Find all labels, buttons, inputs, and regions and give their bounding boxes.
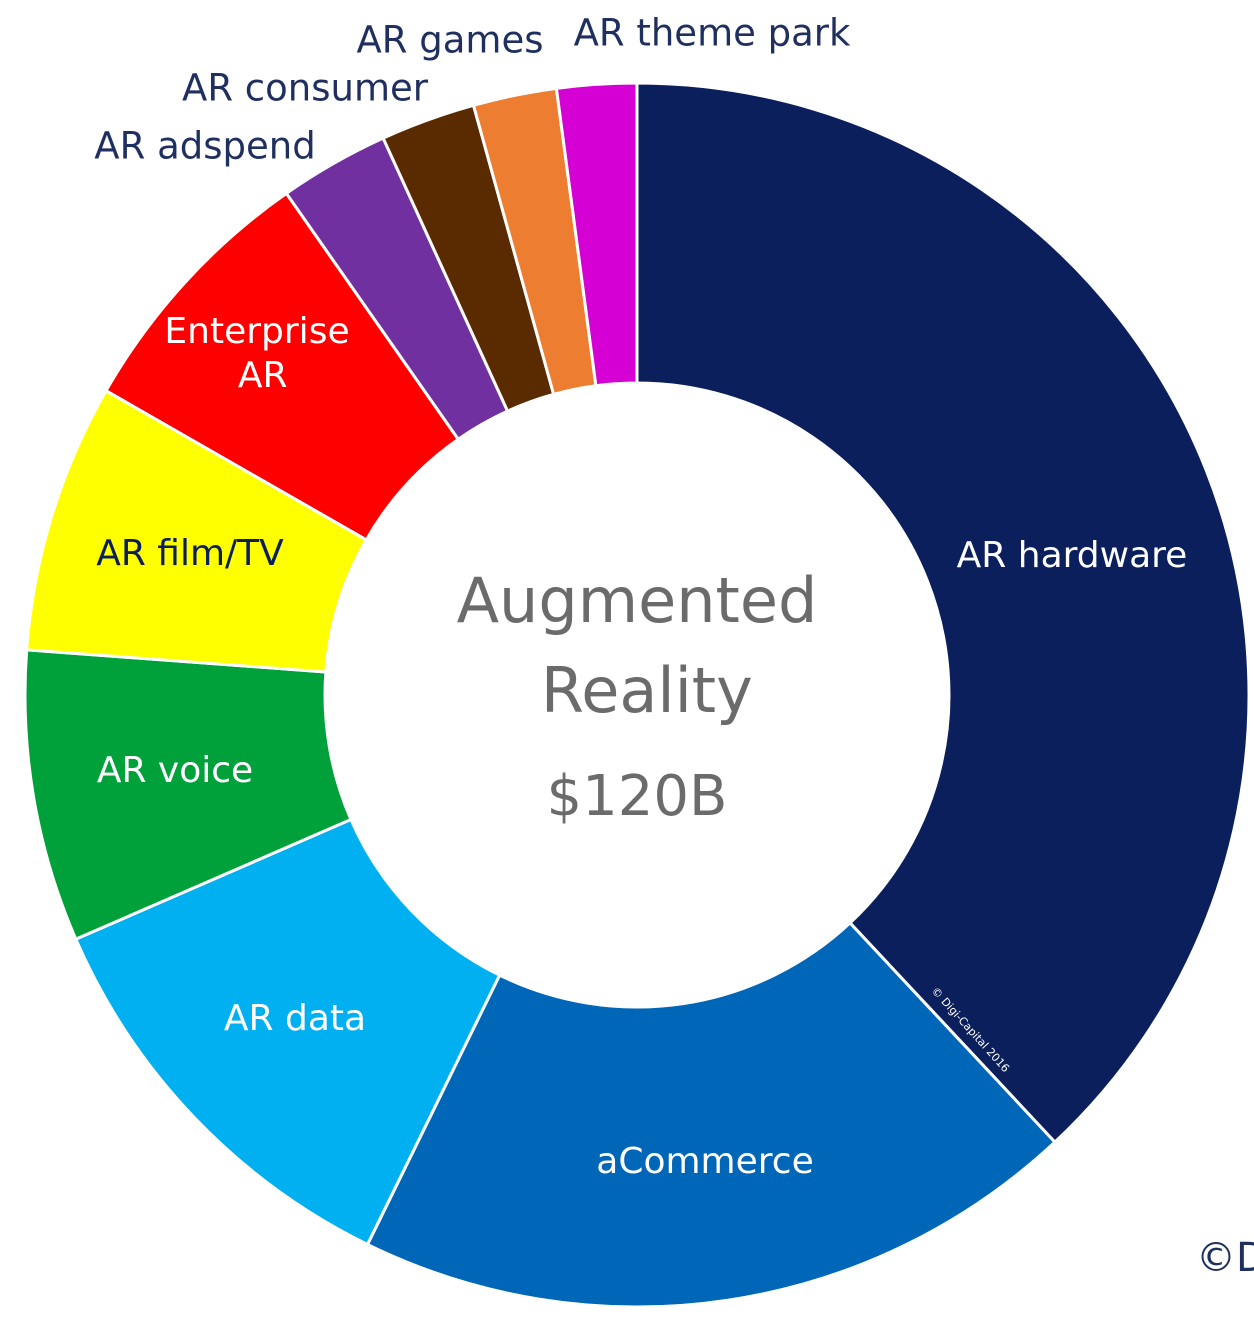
donut-segment <box>554 81 639 388</box>
segment-label: aCommerce <box>596 1141 813 1182</box>
chart-subtitle: $120B <box>547 764 728 829</box>
segment-label: AR voice <box>97 750 253 791</box>
segment-label: AR consumer <box>182 67 429 110</box>
segment-label: AR games <box>356 19 543 62</box>
segment-label: AR theme park <box>574 12 851 55</box>
chart-title: Augmented Reality <box>457 564 818 727</box>
segment-label: AR data <box>224 998 366 1039</box>
segment-label: AR film/TV <box>96 533 284 574</box>
watermark: ©D <box>1196 1235 1254 1281</box>
donut-segment <box>635 81 1251 1145</box>
donut-segment <box>365 920 1058 1309</box>
segment-label: AR hardware <box>957 535 1188 576</box>
segment-label: Enterprise AR <box>164 311 349 396</box>
donut-segment <box>73 817 502 1247</box>
segment-label: AR adspend <box>94 125 315 168</box>
